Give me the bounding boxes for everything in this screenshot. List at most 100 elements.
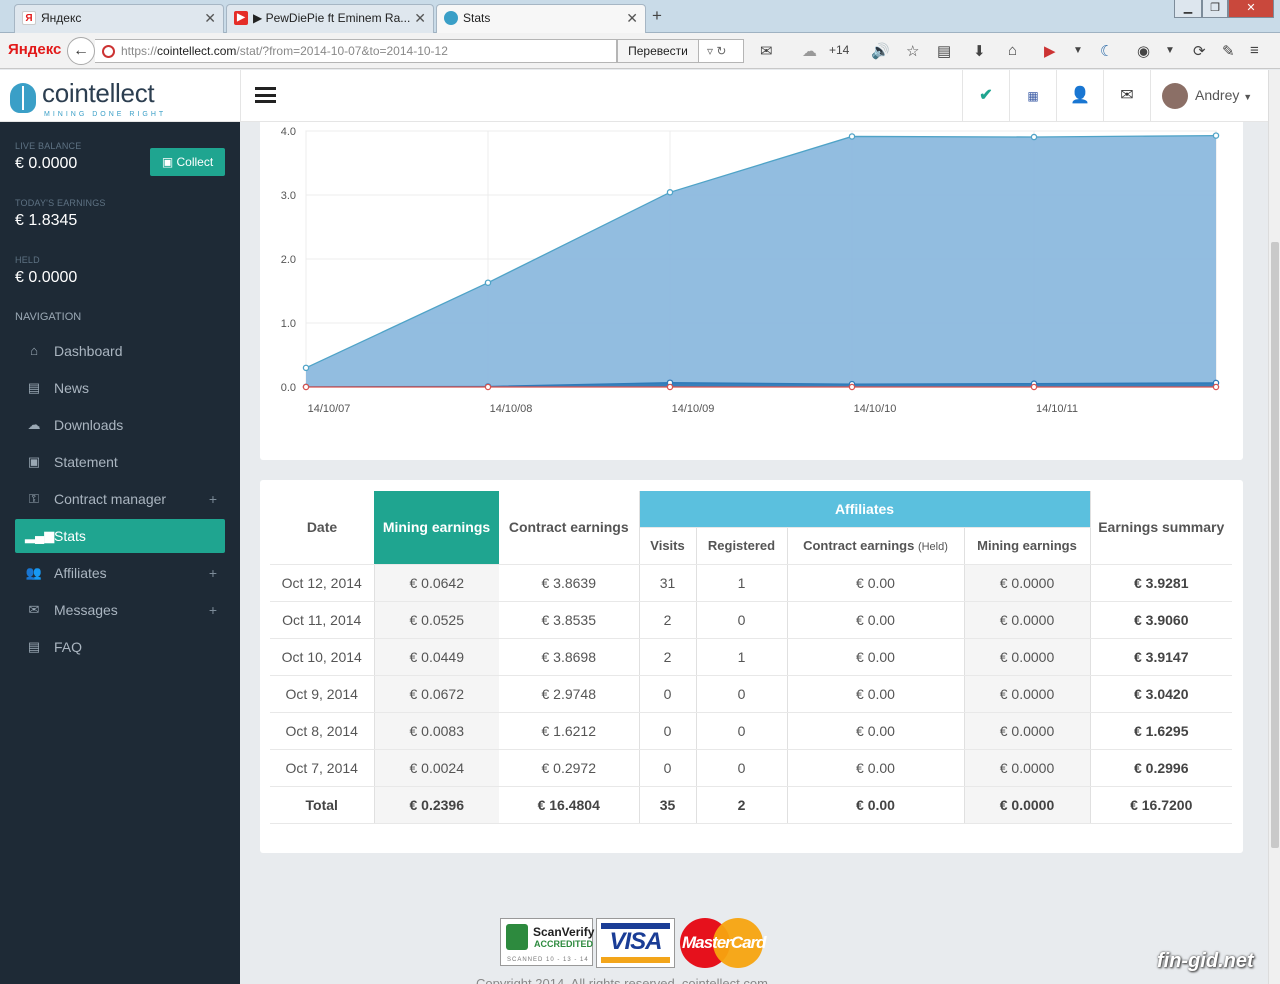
cell-registered-total: 2: [696, 786, 788, 824]
y-tick-label: 3.0: [281, 190, 296, 202]
cell-aff-contract: € 0.00: [787, 601, 965, 639]
scrollbar-thumb[interactable]: [1271, 242, 1279, 848]
url-path: /stat/?from=2014-10-07&to=2014-10-12: [236, 44, 448, 58]
weather-icon[interactable]: ☁: [802, 43, 817, 60]
sidebar-item-statement[interactable]: ▣ Statement: [15, 445, 225, 479]
sidebar-item-stats[interactable]: ▂▄▆ Stats: [15, 519, 225, 553]
reader-icon[interactable]: ▤: [937, 43, 952, 60]
new-tab-icon[interactable]: +: [652, 6, 662, 25]
check-icon[interactable]: ✔: [962, 70, 1009, 122]
cell-visits: 0: [639, 675, 697, 713]
table-row: Oct 10, 2014 € 0.0449 € 3.8698 2 1 € 0.00 € 0.…: [270, 638, 1232, 676]
dropdown-icon[interactable]: ▼: [1073, 45, 1083, 56]
site-header: cointellect MINING DONE RIGHT ✔ ▦ 👤 ✉ An…: [0, 70, 1268, 122]
translate-button[interactable]: Перевести: [617, 39, 699, 63]
youtube-ext-icon[interactable]: ▶: [1044, 43, 1056, 60]
scanverify-badge[interactable]: ScanVerify ACCREDITED SCANNED 10 - 13 - …: [500, 918, 594, 966]
sidebar-item-affiliates[interactable]: 👥 Affiliates +: [15, 556, 225, 590]
cell-contract: € 2.9748: [499, 675, 640, 713]
sidebar-item-dashboard[interactable]: ⌂ Dashboard: [15, 334, 225, 368]
tab-stats[interactable]: Stats ✕: [436, 4, 646, 33]
y-tick-label: 1.0: [281, 318, 296, 330]
extension-icon[interactable]: ◉: [1137, 43, 1151, 60]
table-row: Oct 9, 2014 € 0.0672 € 2.9748 0 0 € 0.00 € 0.0…: [270, 675, 1232, 713]
maximize-icon[interactable]: ❐: [1202, 0, 1228, 18]
url-prefix: https://: [121, 44, 158, 58]
today-earnings-value: € 1.8345: [15, 212, 78, 229]
cointellect-icon: [444, 11, 458, 25]
cell-summary: € 3.9147: [1089, 638, 1232, 676]
data-point: [848, 383, 856, 391]
sidebar-item-downloads[interactable]: ☁ Downloads: [15, 408, 225, 442]
logo-tagline: MINING DONE RIGHT: [44, 111, 167, 118]
brand-text: Яндекс: [8, 41, 62, 58]
earnings-area-chart: 0.0 1.0 2.0 3.0 4.0 14/10/07 14/10/08 14/10/09 1…: [281, 126, 1220, 415]
browser-menu-icon[interactable]: ≡: [1250, 42, 1259, 59]
cell-date-total: Total: [270, 786, 374, 824]
hamburger-menu-icon[interactable]: [255, 87, 276, 103]
sound-icon[interactable]: 🔊: [871, 43, 890, 60]
page-scrollbar[interactable]: [1268, 70, 1280, 984]
sync-icon[interactable]: ⟳: [1193, 43, 1206, 60]
refresh-icon[interactable]: ▿ ↻: [699, 39, 744, 63]
sidebar-item-contract-manager[interactable]: ⚿ Contract manager +: [15, 482, 225, 516]
sidebar-item-messages[interactable]: ✉ Messages +: [15, 593, 225, 627]
download-icon[interactable]: ⬇: [973, 43, 986, 60]
yandex-logo[interactable]: Яндекс: [8, 41, 61, 58]
cell-summary: € 3.9060: [1089, 601, 1232, 639]
us-flag-icon[interactable]: ▦: [1009, 70, 1056, 122]
cell-aff-mining: € 0.0000: [964, 601, 1090, 639]
sidebar-item-faq[interactable]: ▤ FAQ: [15, 630, 225, 664]
expand-plus-icon[interactable]: +: [208, 491, 217, 507]
col-mining-earnings: Mining earnings: [374, 491, 499, 565]
edit-icon[interactable]: ✎: [1222, 43, 1235, 60]
cell-visits: 0: [639, 712, 697, 750]
col-date: Date: [270, 491, 374, 565]
user-name: Andrey ▼: [1195, 87, 1252, 103]
cell-mining: € 0.0024: [373, 749, 499, 787]
cell-contract: € 3.8698: [499, 638, 640, 676]
mastercard-text: MasterCard: [682, 933, 767, 952]
cell-summary: € 1.6295: [1089, 712, 1232, 750]
table-row: Oct 7, 2014 € 0.0024 € 0.2972 0 0 € 0.00 € 0.0…: [270, 749, 1232, 787]
cell-visits: 2: [639, 638, 697, 676]
site-info-icon[interactable]: [102, 45, 115, 58]
close-tab-icon[interactable]: ✕: [626, 10, 638, 26]
expand-plus-icon[interactable]: +: [208, 602, 217, 618]
stats-table-card: Date Mining earnings Contract earnings A…: [260, 480, 1243, 853]
dropdown-icon[interactable]: ▼: [1165, 45, 1175, 56]
youtube-icon: ▶: [234, 11, 248, 25]
url-field[interactable]: https://cointellect.com/stat/?from=2014-…: [95, 39, 617, 63]
cloud-download-icon: ☁: [27, 417, 41, 432]
collect-button[interactable]: ▣ Collect: [150, 148, 225, 176]
bookmark-star-icon[interactable]: ☆: [906, 43, 920, 60]
sidebar-item-label: Stats: [54, 528, 86, 544]
close-tab-icon[interactable]: ✕: [204, 10, 216, 26]
cell-registered: 1: [696, 564, 788, 602]
series-line: [305, 134, 1217, 369]
user-menu[interactable]: Andrey ▼: [1150, 70, 1268, 122]
cell-summary-total: € 16.7200: [1089, 786, 1232, 824]
tab-youtube[interactable]: ▶ ▶ PewDiePie ft Eminem Ra... ✕: [226, 4, 434, 33]
logo-name: cointellect: [42, 78, 155, 108]
collect-label: Collect: [176, 155, 214, 169]
tab-yandex[interactable]: Я Яндекс ✕: [14, 4, 224, 33]
x-tick-label: 14/10/07: [308, 403, 351, 415]
home-icon[interactable]: ⌂: [1008, 42, 1018, 59]
close-tab-icon[interactable]: ✕: [414, 10, 426, 26]
mail-icon[interactable]: ✉: [760, 43, 773, 60]
expand-plus-icon[interactable]: +: [208, 565, 217, 581]
close-window-icon[interactable]: ✕: [1228, 0, 1274, 18]
envelope-icon: ✉: [28, 602, 40, 617]
sidebar-item-news[interactable]: ▤ News: [15, 371, 225, 405]
stats-table: Date Mining earnings Contract earnings A…: [270, 491, 1232, 824]
envelope-icon[interactable]: ✉: [1103, 70, 1150, 122]
table-row: Oct 12, 2014 € 0.0642 € 3.8639 31 1 € 0.00 € 0…: [270, 564, 1232, 602]
cell-aff-contract: € 0.00: [787, 638, 965, 676]
back-button[interactable]: ←: [67, 37, 95, 65]
user-profile-icon[interactable]: 👤: [1056, 70, 1103, 122]
total-row: Total € 0.2396 € 16.4804 35 2 € 0.00 € 0.0000 €…: [270, 786, 1232, 824]
minimize-icon[interactable]: ▁: [1174, 0, 1202, 18]
data-point: [1212, 132, 1220, 139]
moon-icon[interactable]: ☾: [1100, 43, 1114, 60]
